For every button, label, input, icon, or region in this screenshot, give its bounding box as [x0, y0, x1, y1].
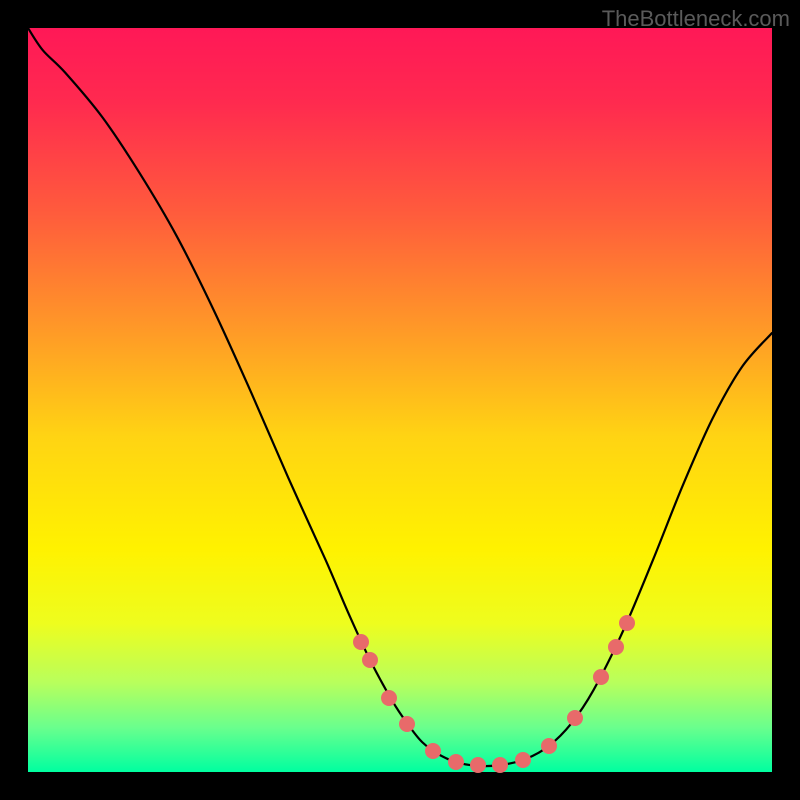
data-marker	[515, 752, 531, 768]
watermark-text: TheBottleneck.com	[602, 6, 790, 32]
data-marker	[448, 754, 464, 770]
data-marker	[593, 669, 609, 685]
data-marker	[399, 716, 415, 732]
data-marker	[353, 634, 369, 650]
plot-area	[28, 28, 772, 772]
data-marker	[567, 710, 583, 726]
data-marker	[608, 639, 624, 655]
data-marker	[541, 738, 557, 754]
figure-root: TheBottleneck.com	[0, 0, 800, 800]
data-marker	[362, 652, 378, 668]
data-marker	[470, 757, 486, 773]
data-marker	[425, 743, 441, 759]
data-marker	[381, 690, 397, 706]
data-marker	[619, 615, 635, 631]
data-marker	[492, 757, 508, 773]
